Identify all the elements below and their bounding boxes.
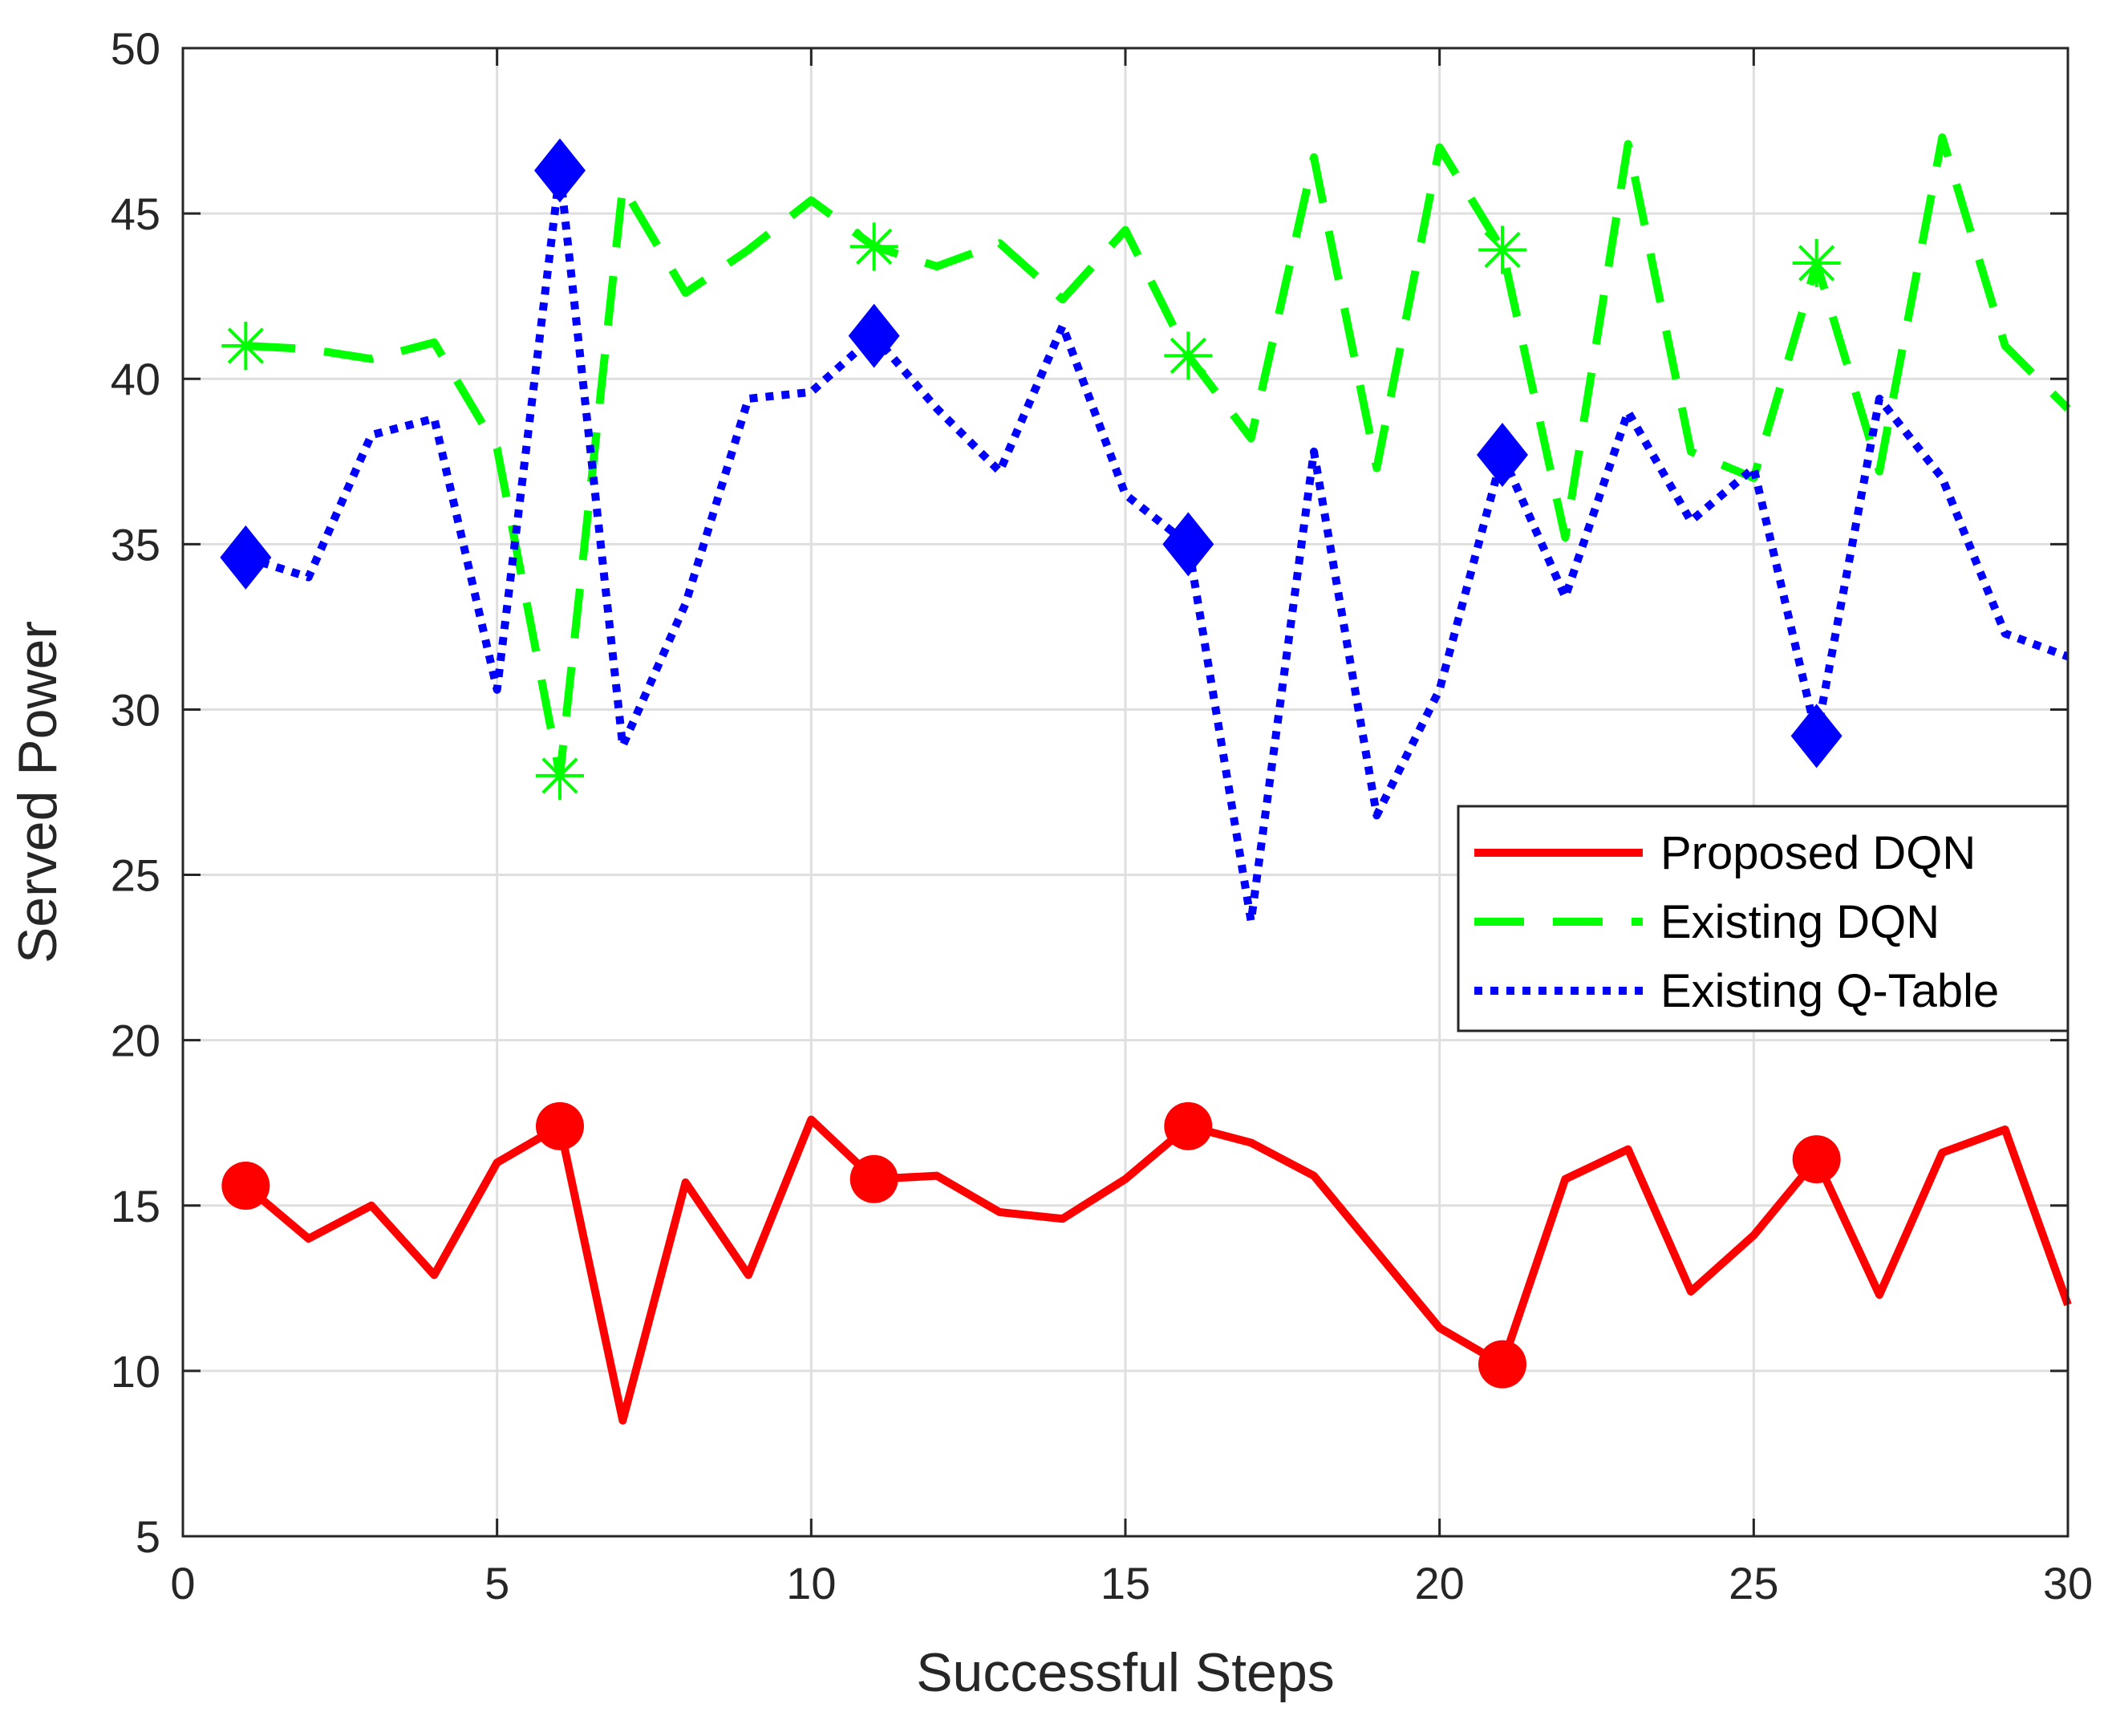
data-point-marker <box>1478 1340 1526 1389</box>
data-point-marker <box>849 222 898 271</box>
series-line <box>245 133 2071 780</box>
data-point-marker <box>1478 225 1526 274</box>
series-existing-q-table <box>220 138 2069 926</box>
data-point-marker <box>1162 512 1214 577</box>
data-point-marker <box>849 1154 898 1203</box>
series-existing-dqn <box>221 133 2071 800</box>
y-tick-label: 10 <box>111 1346 160 1397</box>
data-point-marker <box>536 751 584 800</box>
data-point-marker <box>221 322 270 370</box>
y-axis-label: Served Power <box>7 621 68 963</box>
y-tick-label: 5 <box>136 1511 160 1562</box>
data-point-marker-stroke <box>1798 245 1835 282</box>
y-tick-label: 15 <box>111 1181 160 1231</box>
x-tick-label: 25 <box>1729 1558 1778 1608</box>
data-point-marker <box>1164 331 1213 380</box>
x-tick-label: 0 <box>170 1558 195 1608</box>
data-point-marker <box>536 1101 584 1150</box>
series-proposed-dqn <box>221 1101 2072 1425</box>
y-tick-label: 25 <box>111 850 160 901</box>
y-tick-label: 40 <box>111 354 160 404</box>
data-series <box>220 133 2072 1425</box>
legend-label: Existing DQN <box>1660 896 1940 948</box>
data-point-marker <box>221 1162 270 1211</box>
data-point-marker-stroke <box>1484 231 1521 269</box>
y-tick-label: 50 <box>111 23 160 74</box>
data-point-marker-stroke <box>541 757 578 794</box>
data-point-marker-stroke <box>227 327 264 364</box>
x-tick-label: 30 <box>2043 1558 2093 1608</box>
x-tick-label: 5 <box>484 1558 509 1608</box>
legend-label: Existing Q-Table <box>1660 965 1999 1017</box>
series-line <box>244 166 2069 926</box>
legend-label: Proposed DQN <box>1660 827 1976 879</box>
x-tick-label: 10 <box>786 1558 836 1608</box>
data-point-marker <box>1164 1101 1213 1150</box>
data-point-marker-stroke <box>856 228 893 265</box>
y-tick-label: 30 <box>111 684 160 735</box>
x-tick-label: 20 <box>1415 1558 1465 1608</box>
y-tick-label: 35 <box>111 519 160 570</box>
x-tick-label: 15 <box>1101 1558 1150 1608</box>
data-point-marker-stroke <box>1170 337 1206 374</box>
data-point-marker <box>1477 423 1528 488</box>
data-point-marker <box>220 525 272 590</box>
data-point-marker <box>1790 704 1842 769</box>
data-point-marker <box>1792 1135 1841 1184</box>
y-tick-label: 45 <box>111 189 160 239</box>
data-point-marker <box>534 138 586 203</box>
data-point-marker <box>1792 238 1841 287</box>
data-point-marker <box>848 303 900 368</box>
y-tick-label: 20 <box>111 1016 160 1066</box>
x-axis-label: Successful Steps <box>916 1642 1335 1703</box>
legend: Proposed DQN Existing DQN Existing Q-Table <box>1457 805 2069 1032</box>
